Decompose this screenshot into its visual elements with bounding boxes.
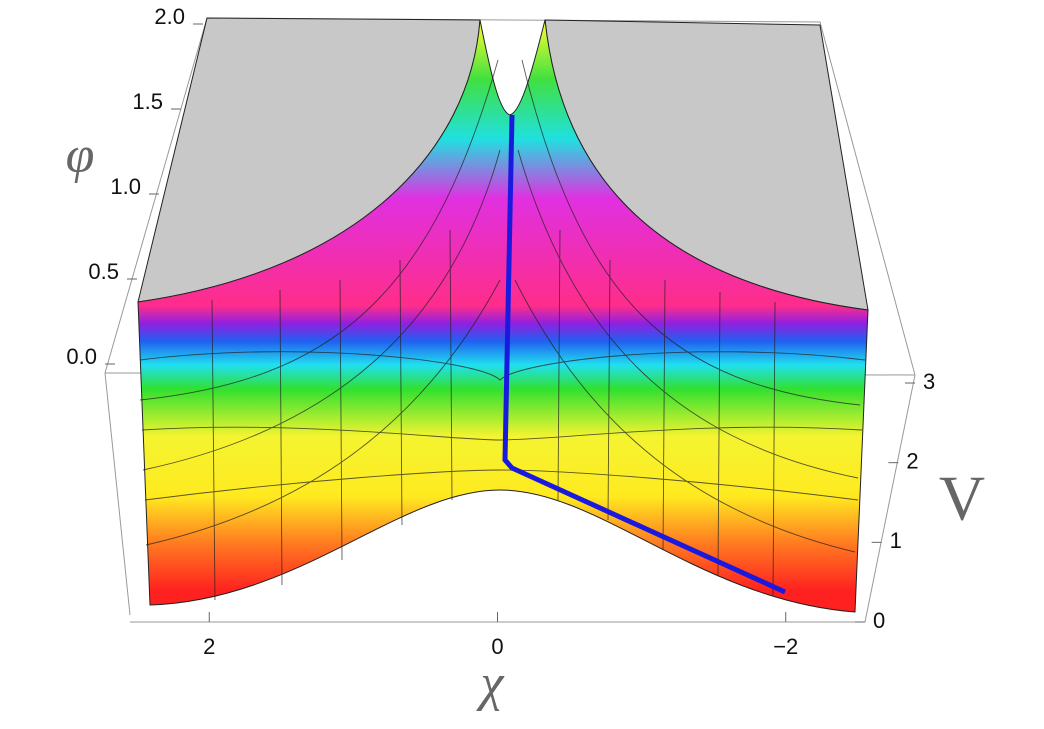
y-axis-title: φ [66, 127, 95, 184]
y-tick-label: 0.5 [88, 259, 119, 284]
y-tick-label: 1.5 [132, 89, 163, 114]
z-tick-label: 0 [873, 608, 885, 633]
x-tick-label: 0 [491, 634, 503, 659]
x-axis-title: χ [476, 655, 505, 712]
y-tick-label: 1.0 [110, 174, 141, 199]
z-tick-label: 1 [890, 528, 902, 553]
surface [137, 17, 869, 613]
z-axis-title: V [939, 463, 985, 534]
trajectory [502, 114, 787, 595]
x-tick-label: 2 [203, 634, 215, 659]
z-tick-label: 3 [923, 369, 935, 394]
y-tick-label: 2.0 [154, 4, 185, 29]
z-tick-label: 2 [906, 448, 918, 473]
x-tick-label: −2 [773, 634, 798, 659]
y-tick-label: 0.0 [66, 344, 97, 369]
